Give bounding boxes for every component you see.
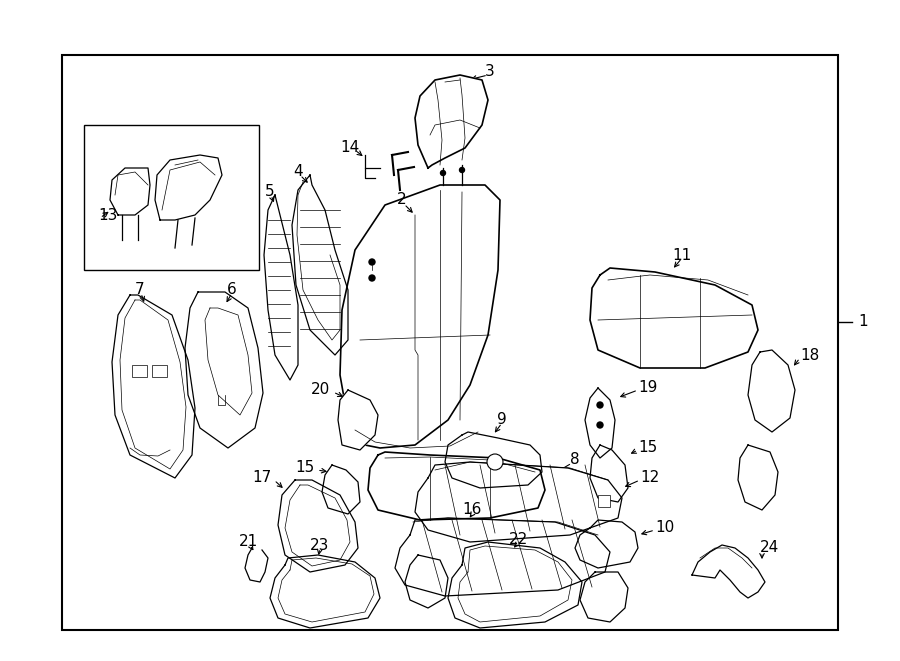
Polygon shape bbox=[415, 462, 622, 542]
Polygon shape bbox=[155, 155, 222, 220]
Bar bbox=[84, 125, 259, 270]
Text: 4: 4 bbox=[293, 165, 302, 180]
Text: 9: 9 bbox=[497, 412, 507, 428]
Text: 14: 14 bbox=[340, 141, 360, 155]
Polygon shape bbox=[110, 168, 150, 215]
Polygon shape bbox=[580, 572, 628, 622]
Polygon shape bbox=[245, 548, 268, 582]
Bar bbox=[62, 55, 838, 630]
Circle shape bbox=[369, 275, 375, 281]
Text: 21: 21 bbox=[238, 535, 257, 549]
Polygon shape bbox=[185, 292, 263, 448]
Polygon shape bbox=[585, 388, 615, 458]
Text: 17: 17 bbox=[253, 471, 272, 485]
Polygon shape bbox=[270, 555, 380, 628]
Text: 13: 13 bbox=[98, 208, 117, 223]
Polygon shape bbox=[322, 465, 360, 514]
Circle shape bbox=[460, 167, 464, 173]
Text: 3: 3 bbox=[485, 65, 495, 79]
Polygon shape bbox=[738, 445, 778, 510]
Text: 2: 2 bbox=[397, 192, 407, 208]
Polygon shape bbox=[368, 452, 545, 520]
Polygon shape bbox=[575, 520, 638, 568]
Polygon shape bbox=[395, 518, 610, 596]
Text: 6: 6 bbox=[227, 282, 237, 297]
Polygon shape bbox=[448, 542, 582, 628]
Text: 8: 8 bbox=[570, 453, 580, 467]
Polygon shape bbox=[445, 432, 542, 488]
Text: 22: 22 bbox=[508, 533, 527, 547]
Polygon shape bbox=[112, 295, 195, 478]
Text: 18: 18 bbox=[800, 348, 819, 362]
Circle shape bbox=[597, 402, 603, 408]
Text: 15: 15 bbox=[296, 461, 315, 475]
Polygon shape bbox=[278, 480, 358, 572]
Text: 23: 23 bbox=[310, 537, 329, 553]
Text: 10: 10 bbox=[655, 520, 674, 535]
Polygon shape bbox=[748, 350, 795, 432]
Text: 5: 5 bbox=[266, 184, 274, 200]
Text: 7: 7 bbox=[135, 282, 145, 297]
Circle shape bbox=[369, 259, 375, 265]
Polygon shape bbox=[590, 268, 758, 368]
Circle shape bbox=[440, 171, 445, 176]
Circle shape bbox=[597, 422, 603, 428]
Text: 16: 16 bbox=[463, 502, 482, 518]
Text: 19: 19 bbox=[638, 381, 657, 395]
Text: 12: 12 bbox=[640, 471, 659, 485]
Polygon shape bbox=[205, 308, 252, 415]
Text: 20: 20 bbox=[310, 383, 330, 397]
Text: 15: 15 bbox=[638, 440, 657, 455]
Bar bbox=[152, 365, 167, 377]
Polygon shape bbox=[590, 445, 628, 502]
Polygon shape bbox=[264, 195, 298, 380]
Bar bbox=[598, 495, 610, 507]
Polygon shape bbox=[292, 175, 348, 355]
Polygon shape bbox=[692, 545, 765, 598]
Polygon shape bbox=[415, 75, 488, 168]
Text: 1: 1 bbox=[858, 315, 868, 329]
Text: 11: 11 bbox=[672, 247, 691, 262]
Text: 24: 24 bbox=[760, 541, 779, 555]
Circle shape bbox=[487, 454, 503, 470]
Polygon shape bbox=[405, 555, 448, 608]
Polygon shape bbox=[338, 390, 378, 450]
Polygon shape bbox=[340, 185, 500, 448]
Bar bbox=[132, 365, 147, 377]
